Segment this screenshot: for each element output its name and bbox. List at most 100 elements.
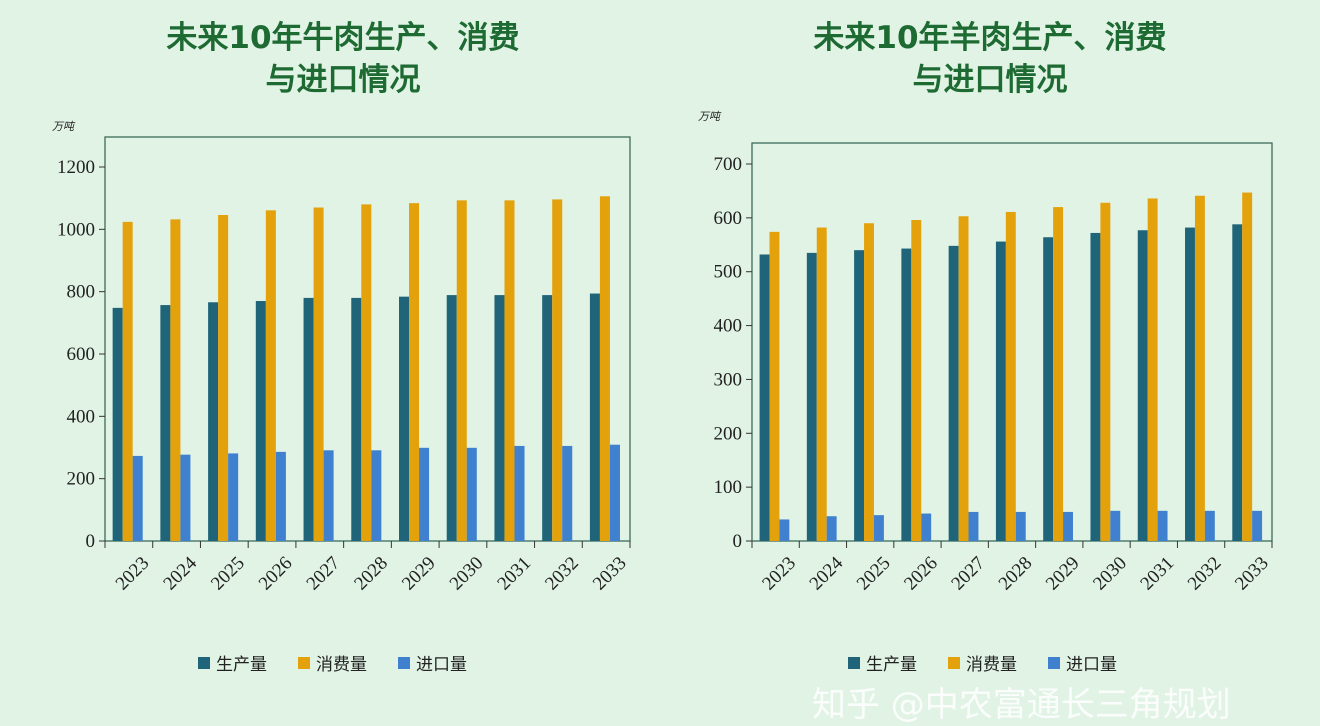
y-tick-label: 700 [714, 154, 743, 175]
bar-consumption [1147, 198, 1158, 541]
bar-production [494, 295, 505, 541]
bar-import [1015, 511, 1026, 541]
bar-production [446, 295, 457, 541]
y-tick-label: 1000 [57, 219, 95, 240]
x-tick-label: 2031 [493, 553, 535, 595]
bar-import [228, 453, 239, 541]
y-tick-label: 0 [733, 531, 743, 552]
bar-import [609, 444, 620, 541]
bar-import [1110, 510, 1121, 541]
bar-production [1043, 237, 1054, 541]
bar-import [921, 513, 932, 541]
y-tick-label: 600 [714, 208, 743, 229]
bar-consumption [409, 203, 420, 542]
bar-consumption [313, 207, 324, 541]
y-tick-label: 1200 [57, 157, 95, 178]
bar-consumption [816, 227, 827, 541]
bar-production [854, 250, 865, 541]
chart-title: 未来10年牛肉生产、消费 [166, 20, 519, 56]
chart-title: 未来10年羊肉生产、消费 [813, 20, 1166, 56]
x-tick-label: 2030 [1089, 553, 1131, 595]
bar-production [589, 293, 600, 541]
legend-label: 进口量 [416, 655, 467, 675]
chart-title-line2: 与进口情况 [266, 62, 421, 98]
bar-production [1090, 232, 1101, 542]
bar-import [514, 445, 525, 541]
y-tick-label: 400 [67, 406, 96, 427]
x-tick-label: 2031 [1137, 553, 1179, 595]
bar-consumption [599, 196, 610, 541]
legend-swatch [848, 657, 860, 669]
x-tick-label: 2029 [1042, 553, 1084, 595]
bar-import [180, 454, 191, 541]
bar-consumption [1005, 211, 1016, 541]
bar-consumption [504, 200, 515, 541]
y-tick-label: 300 [714, 369, 743, 390]
bar-consumption [864, 223, 874, 541]
bar-production [901, 248, 912, 541]
bar-consumption [1100, 202, 1111, 541]
bar-consumption [122, 221, 133, 541]
x-tick-label: 2026 [900, 553, 942, 595]
bar-consumption [265, 210, 276, 542]
x-tick-label: 2023 [758, 553, 800, 595]
x-tick-label: 2030 [446, 553, 488, 595]
legend-swatch [398, 657, 410, 669]
bar-import [132, 455, 143, 541]
bar-production [351, 297, 362, 541]
y-tick-label: 800 [67, 282, 96, 303]
x-tick-label: 2033 [1231, 553, 1273, 595]
x-tick-label: 2029 [398, 553, 440, 595]
bar-consumption [456, 200, 467, 541]
bar-production [399, 296, 410, 541]
legend-label: 进口量 [1066, 655, 1117, 675]
bar-import [968, 511, 979, 541]
x-tick-label: 2025 [853, 553, 895, 595]
x-tick-label: 2026 [255, 553, 297, 595]
legend-label: 生产量 [866, 655, 917, 675]
legend-label: 生产量 [216, 655, 267, 675]
legend-swatch [298, 657, 310, 669]
bar-consumption [170, 219, 181, 542]
bar-consumption [1242, 192, 1253, 541]
bar-import [562, 445, 573, 541]
x-tick-label: 2024 [159, 552, 201, 594]
x-tick-label: 2024 [806, 552, 848, 594]
y-tick-label: 200 [67, 469, 96, 490]
bar-production [995, 241, 1006, 541]
y-tick-label: 0 [86, 531, 96, 552]
bar-production [160, 305, 171, 541]
bar-import [1204, 510, 1215, 541]
x-tick-label: 2032 [541, 553, 583, 595]
y-tick-label: 500 [714, 262, 743, 283]
bar-import [779, 519, 790, 541]
bar-consumption [958, 216, 969, 541]
x-tick-label: 2032 [1184, 553, 1226, 595]
chart-title-line2: 与进口情况 [913, 62, 1068, 98]
bar-import [323, 450, 334, 541]
bar-import [826, 516, 837, 541]
bar-production [542, 295, 553, 541]
bar-production [1185, 227, 1195, 541]
x-tick-label: 2027 [947, 553, 989, 595]
bar-production [303, 297, 314, 541]
y-tick-label: 200 [714, 423, 743, 444]
bar-import [419, 447, 430, 541]
y-axis-unit: 万吨 [52, 120, 76, 133]
bar-import [466, 447, 477, 541]
bar-consumption [552, 199, 563, 541]
legend-label: 消费量 [966, 655, 1017, 675]
bar-production [112, 307, 123, 541]
x-tick-label: 2025 [207, 553, 249, 595]
bar-import [873, 515, 884, 541]
bar-consumption [769, 231, 780, 542]
watermark: 知乎 @中农富通长三角规划 [812, 685, 1231, 725]
y-tick-label: 100 [714, 477, 743, 498]
legend-swatch [198, 657, 210, 669]
x-tick-label: 2033 [589, 553, 631, 595]
y-tick-label: 600 [67, 344, 96, 365]
bar-production [1232, 224, 1243, 541]
legend-swatch [1048, 657, 1060, 669]
